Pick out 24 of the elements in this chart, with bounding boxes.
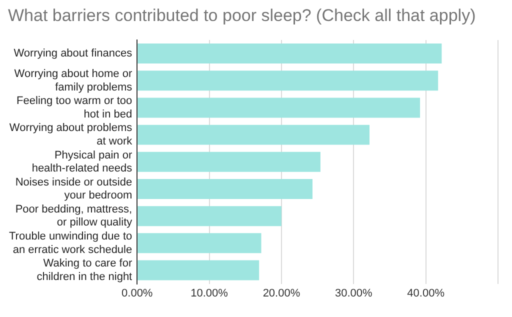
y-tick-label: Worrying about finances [14,48,133,60]
chart-title: What barriers contributed to poor sleep? (Check all that apply) [8,6,476,26]
y-tick-label: Worrying about home or family problems [14,68,133,94]
x-tick-label: 40.00% [407,287,445,300]
y-tick-label: Trouble unwinding due to an erratic work schedule [8,230,132,256]
bar [138,233,262,254]
bar [138,124,370,145]
x-tick-label: 30.00% [334,287,373,300]
bar [138,98,420,118]
x-tick-label: 10.00% [190,287,228,300]
bar [138,152,320,172]
y-tick-label: Noises inside or outside your bedroom [15,176,132,202]
bar [138,70,438,91]
y-tick-label: Poor bedding, mattress, or pillow quality [15,204,133,229]
y-tick-label: Physical pain or health-related needs [32,149,133,175]
bar [138,44,442,64]
x-tick-label: 0.00% [122,287,153,300]
bar [138,178,313,199]
y-tick-label: Waking to care for children in the night [36,258,132,283]
y-tick-label: Worrying about problems at work [9,122,133,148]
bar [138,260,260,280]
x-tick-label: 20.00% [262,287,300,300]
y-tick-label: Feeling too warm or too hot in bed [16,95,132,120]
bar [138,206,282,226]
